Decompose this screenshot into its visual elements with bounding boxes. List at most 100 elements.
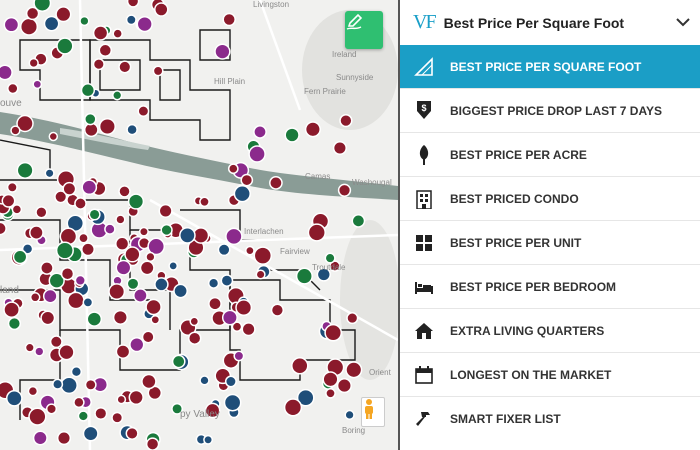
listing-marker[interactable] xyxy=(28,407,47,426)
listing-marker[interactable] xyxy=(240,173,254,187)
listing-marker[interactable] xyxy=(324,323,343,342)
listing-marker[interactable] xyxy=(58,344,75,361)
listing-marker[interactable] xyxy=(253,246,273,265)
listing-marker[interactable] xyxy=(129,336,145,353)
listing-marker[interactable] xyxy=(127,193,145,210)
listing-marker[interactable] xyxy=(98,117,116,136)
listing-marker[interactable] xyxy=(115,259,132,276)
option-best-priced-condo[interactable]: Best Priced Condo xyxy=(400,177,700,221)
option-biggest-price-drop[interactable]: $ Biggest Price Drop Last 7 Days xyxy=(400,89,700,133)
listing-marker[interactable] xyxy=(168,261,179,271)
listing-marker[interactable] xyxy=(189,316,200,327)
listing-marker[interactable] xyxy=(171,402,184,415)
listing-marker[interactable] xyxy=(284,127,300,143)
listing-marker[interactable] xyxy=(7,82,19,95)
listing-marker[interactable] xyxy=(48,131,59,142)
listing-marker[interactable] xyxy=(74,274,86,287)
option-best-price-per-square-foot[interactable]: Best Price Per Square Foot xyxy=(400,45,700,89)
listing-marker[interactable] xyxy=(81,242,95,257)
listing-marker[interactable] xyxy=(0,221,7,236)
listing-marker[interactable] xyxy=(154,2,169,17)
listing-marker[interactable] xyxy=(124,246,141,263)
listing-marker[interactable] xyxy=(81,179,98,196)
listing-marker[interactable] xyxy=(7,316,22,331)
listing-marker[interactable] xyxy=(10,125,21,136)
listing-marker[interactable] xyxy=(3,301,20,319)
listing-marker[interactable] xyxy=(126,123,138,136)
listing-marker[interactable] xyxy=(138,226,149,237)
draw-area-button[interactable] xyxy=(345,11,383,49)
listing-marker[interactable] xyxy=(42,288,58,304)
listing-marker[interactable] xyxy=(304,121,321,138)
listing-marker[interactable] xyxy=(344,409,355,421)
listing-marker[interactable] xyxy=(40,261,54,275)
listing-marker[interactable] xyxy=(245,245,255,256)
listing-marker[interactable] xyxy=(56,431,72,446)
listing-marker[interactable] xyxy=(345,361,363,379)
listing-marker[interactable] xyxy=(3,16,20,33)
listing-marker[interactable] xyxy=(29,292,41,303)
listing-marker[interactable] xyxy=(16,114,34,133)
listing-marker[interactable] xyxy=(88,208,101,221)
listing-marker[interactable] xyxy=(255,269,266,280)
listing-marker[interactable] xyxy=(145,298,162,316)
listing-marker[interactable] xyxy=(52,378,64,390)
listing-marker[interactable] xyxy=(329,260,341,272)
listing-marker[interactable] xyxy=(269,176,283,190)
listing-marker[interactable] xyxy=(220,274,234,287)
listing-marker[interactable] xyxy=(35,206,48,219)
listing-marker[interactable] xyxy=(222,12,236,27)
listing-marker[interactable] xyxy=(253,125,267,139)
listing-marker[interactable] xyxy=(179,227,196,244)
listing-marker[interactable] xyxy=(29,225,44,240)
listing-marker[interactable] xyxy=(92,25,109,41)
listing-marker[interactable] xyxy=(150,314,161,325)
listing-marker[interactable] xyxy=(25,6,40,21)
listing-marker[interactable] xyxy=(207,277,220,289)
listing-marker[interactable] xyxy=(74,197,87,210)
listing-marker[interactable] xyxy=(173,283,188,299)
listing-marker[interactable] xyxy=(214,43,231,60)
listing-marker[interactable] xyxy=(283,398,303,417)
listing-marker[interactable] xyxy=(5,389,23,407)
listing-marker[interactable] xyxy=(199,196,210,208)
listing-marker[interactable] xyxy=(84,112,97,126)
map-canvas[interactable] xyxy=(0,0,398,450)
listing-marker[interactable] xyxy=(208,296,222,311)
listing-marker[interactable] xyxy=(6,181,18,193)
listing-marker[interactable] xyxy=(118,60,132,74)
option-best-price-per-acre[interactable]: Best Price Per Acre xyxy=(400,133,700,177)
listing-marker[interactable] xyxy=(27,385,39,397)
listing-marker[interactable] xyxy=(116,394,127,405)
listing-marker[interactable] xyxy=(108,283,126,301)
listing-marker[interactable] xyxy=(336,378,352,394)
listing-marker[interactable] xyxy=(40,310,56,326)
listing-marker[interactable] xyxy=(55,241,74,260)
listing-marker[interactable] xyxy=(154,277,169,292)
listing-marker[interactable] xyxy=(224,375,237,388)
map-view[interactable]: Livingston Ireland Sunnyside Fern Prairi… xyxy=(0,0,398,450)
listing-marker[interactable] xyxy=(34,346,45,357)
listing-marker[interactable] xyxy=(221,309,238,326)
listing-marker[interactable] xyxy=(92,58,105,71)
listing-marker[interactable] xyxy=(67,291,85,310)
listing-marker[interactable] xyxy=(32,430,48,446)
option-smart-fixer-list[interactable]: Smart Fixer List xyxy=(400,397,700,441)
listing-marker[interactable] xyxy=(235,299,253,317)
listing-marker[interactable] xyxy=(112,28,123,39)
listing-marker[interactable] xyxy=(141,373,157,390)
listing-marker[interactable] xyxy=(203,434,214,445)
listing-marker[interactable] xyxy=(152,65,164,77)
listing-marker[interactable] xyxy=(115,344,131,359)
listing-marker[interactable] xyxy=(248,145,266,163)
listing-marker[interactable] xyxy=(225,227,243,246)
listing-marker[interactable] xyxy=(241,322,256,337)
listing-marker[interactable] xyxy=(204,402,221,419)
listing-marker[interactable] xyxy=(324,252,336,264)
listing-marker[interactable] xyxy=(137,105,150,118)
listing-marker[interactable] xyxy=(12,249,28,265)
listing-marker[interactable] xyxy=(11,204,23,215)
listing-marker[interactable] xyxy=(24,342,35,353)
listing-marker[interactable] xyxy=(270,303,285,317)
panel-divider[interactable] xyxy=(398,0,400,450)
